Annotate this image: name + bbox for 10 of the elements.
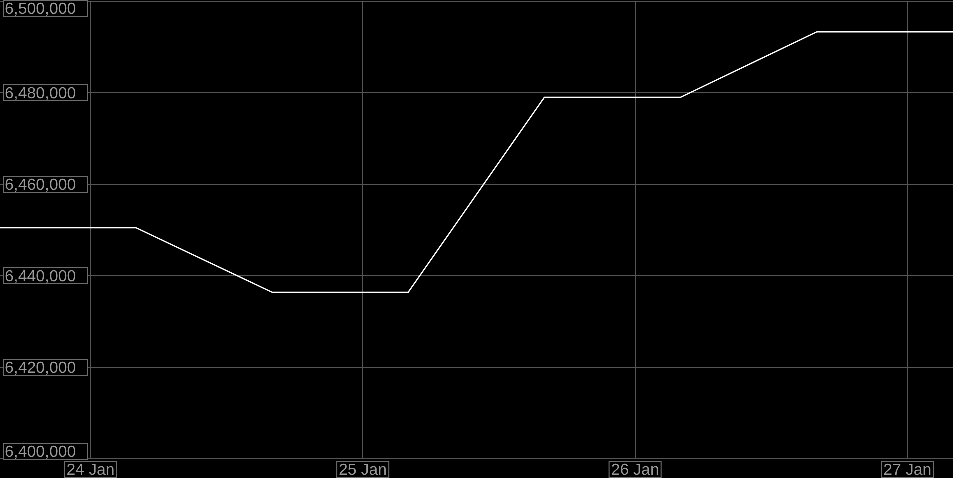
x-tick-label: 27 Jan [884, 462, 932, 478]
y-tick-label: 6,480,000 [5, 85, 76, 102]
y-tick-label: 6,440,000 [5, 268, 76, 286]
x-tick-label: 25 Jan [339, 462, 388, 478]
y-tick-label: 6,460,000 [5, 176, 76, 194]
x-tick-label: 26 Jan [611, 462, 660, 478]
x-tick-label: 24 Jan [66, 462, 115, 478]
y-tick-label: 6,420,000 [5, 360, 76, 377]
y-tick-label: 6,400,000 [5, 444, 76, 461]
y-tick-label: 6,500,000 [5, 0, 76, 18]
